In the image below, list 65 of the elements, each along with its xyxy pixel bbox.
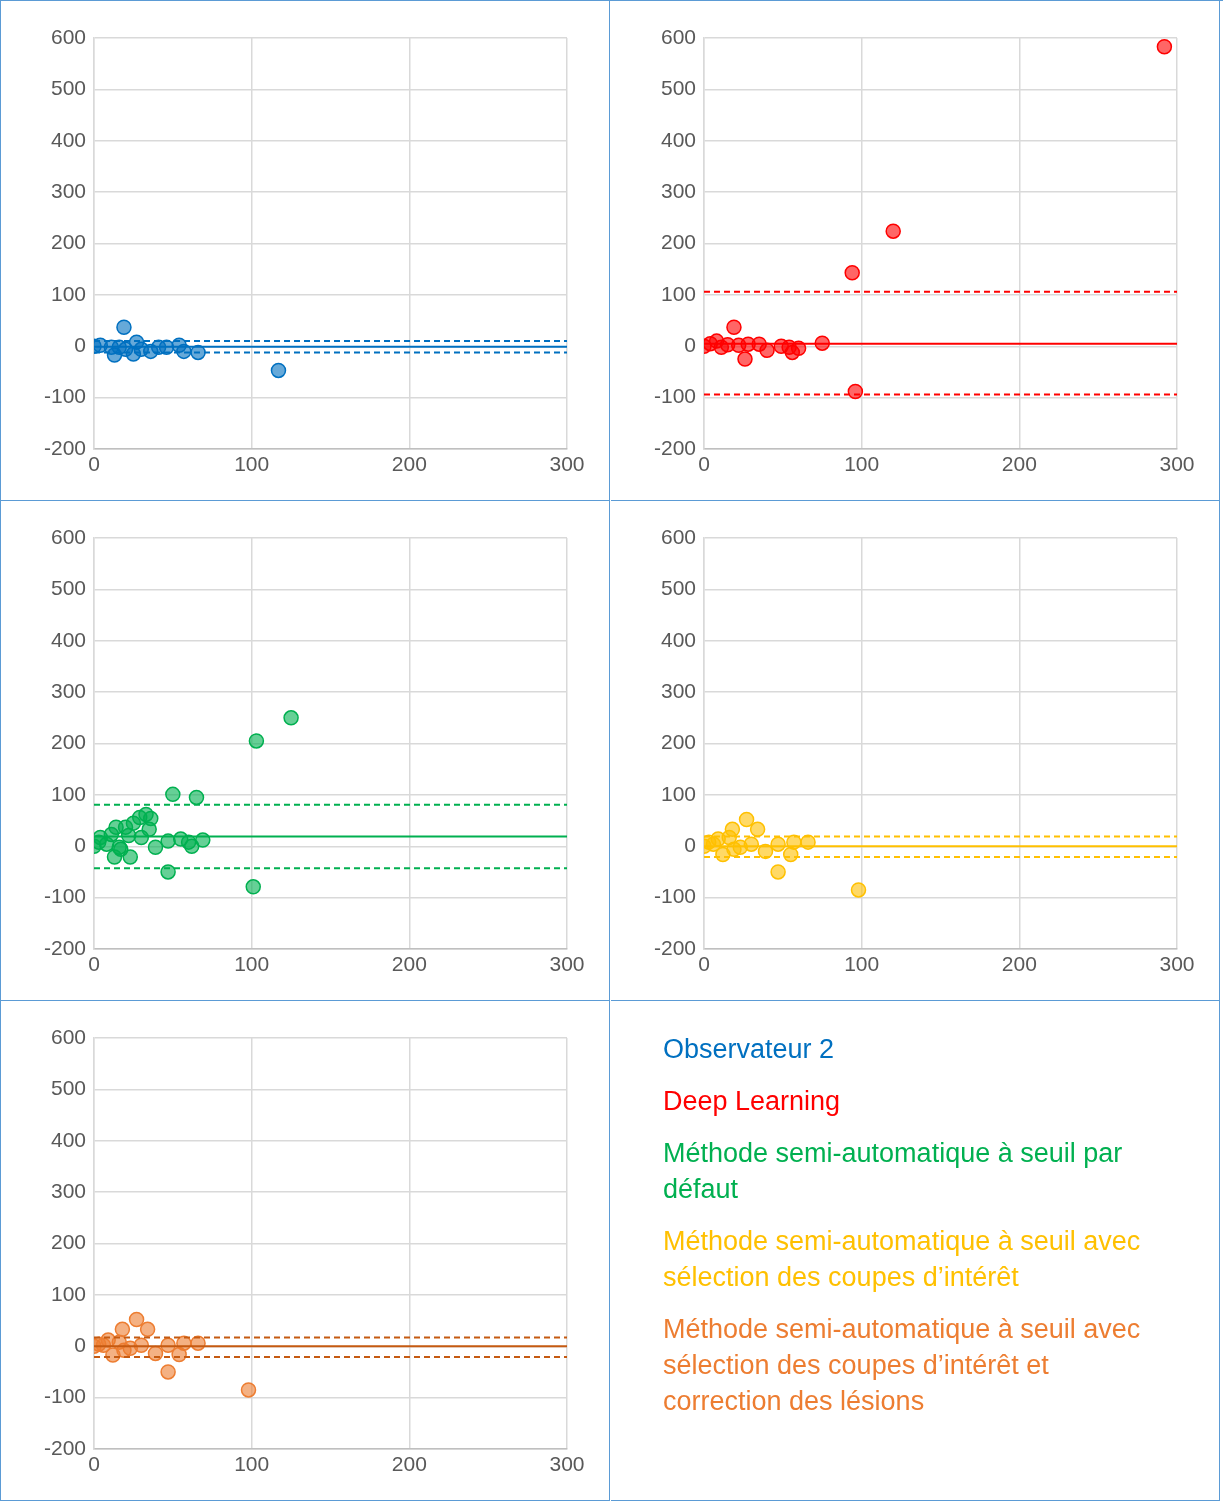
y-tick-label: -200 (653, 435, 696, 459)
x-tick-label: 300 (549, 952, 585, 976)
x-tick-label: 200 (391, 952, 427, 976)
text: Deep Learning (663, 1085, 842, 1118)
y-tick-label: 600 (50, 1024, 86, 1048)
y-tick-label: 400 (50, 627, 86, 651)
y-tick-label: 100 (50, 781, 86, 805)
y-tick-label: -200 (43, 435, 86, 459)
x-tick-label: 100 (234, 1452, 270, 1476)
y-tick-label: 100 (50, 281, 86, 305)
x-tick-label: 300 (1159, 452, 1195, 476)
y-tick-label: 300 (660, 678, 696, 702)
y-tick-label: 100 (50, 1281, 86, 1305)
y-tick-label: 600 (660, 524, 696, 548)
y-tick-label: 500 (660, 576, 696, 600)
y-tick-label: 200 (660, 230, 696, 254)
y-tick-label: 0 (74, 1333, 86, 1357)
y-tick-label: -100 (653, 384, 696, 408)
y-tick-label: 500 (50, 76, 86, 100)
y-tick-label: 300 (50, 678, 86, 702)
y-tick-label: -200 (43, 1435, 86, 1459)
y-tick-label: 400 (50, 127, 86, 151)
y-tick-label: 400 (660, 127, 696, 151)
y-tick-label: 0 (684, 333, 696, 357)
y-tick-label: 300 (50, 178, 86, 202)
y-tick-label: -200 (43, 935, 86, 959)
y-tick-label: 200 (50, 730, 86, 754)
y-tick-label: -100 (43, 384, 86, 408)
y-tick-label: 300 (50, 1178, 86, 1202)
y-tick-label: 200 (50, 230, 86, 254)
y-tick-label: 0 (74, 333, 86, 357)
y-tick-label: 200 (50, 1230, 86, 1254)
y-tick-label: 600 (50, 524, 86, 548)
y-tick-label: 100 (660, 781, 696, 805)
text: Observateur 2 (663, 1033, 836, 1066)
x-tick-label: 100 (234, 952, 270, 976)
y-tick-label: 400 (50, 1127, 86, 1151)
y-tick-label: -200 (653, 935, 696, 959)
y-tick-label: 500 (50, 1076, 86, 1100)
text: Méthode semi-automatique à seuil avec sélection des coupes d’intérêt et correction des lésions (663, 1313, 1142, 1418)
y-tick-label: 600 (660, 24, 696, 48)
y-tick-label: 500 (50, 576, 86, 600)
x-tick-label: 300 (549, 452, 585, 476)
x-tick-label: 300 (1159, 952, 1195, 976)
x-tick-label: 200 (391, 1452, 427, 1476)
y-tick-label: 400 (660, 627, 696, 651)
y-tick-label: 200 (660, 730, 696, 754)
y-tick-label: -100 (43, 1384, 86, 1408)
y-tick-label: 0 (684, 833, 696, 857)
text: Méthode semi-automatique à seuil par défaut (663, 1137, 1124, 1206)
y-tick-label: 0 (74, 833, 86, 857)
x-tick-label: 200 (1001, 952, 1037, 976)
x-tick-label: 300 (549, 1452, 585, 1476)
y-tick-label: 600 (50, 24, 86, 48)
y-tick-label: 500 (660, 76, 696, 100)
y-tick-label: 300 (660, 178, 696, 202)
x-tick-label: 100 (234, 452, 270, 476)
y-tick-label: 100 (660, 281, 696, 305)
x-tick-label: 100 (844, 952, 880, 976)
x-tick-label: 200 (391, 452, 427, 476)
x-tick-label: 100 (844, 452, 880, 476)
x-tick-label: 200 (1001, 452, 1037, 476)
text: Méthode semi-automatique à seuil avec sélection des coupes d’intérêt (663, 1225, 1142, 1294)
y-tick-label: -100 (653, 884, 696, 908)
y-tick-label: -100 (43, 884, 86, 908)
